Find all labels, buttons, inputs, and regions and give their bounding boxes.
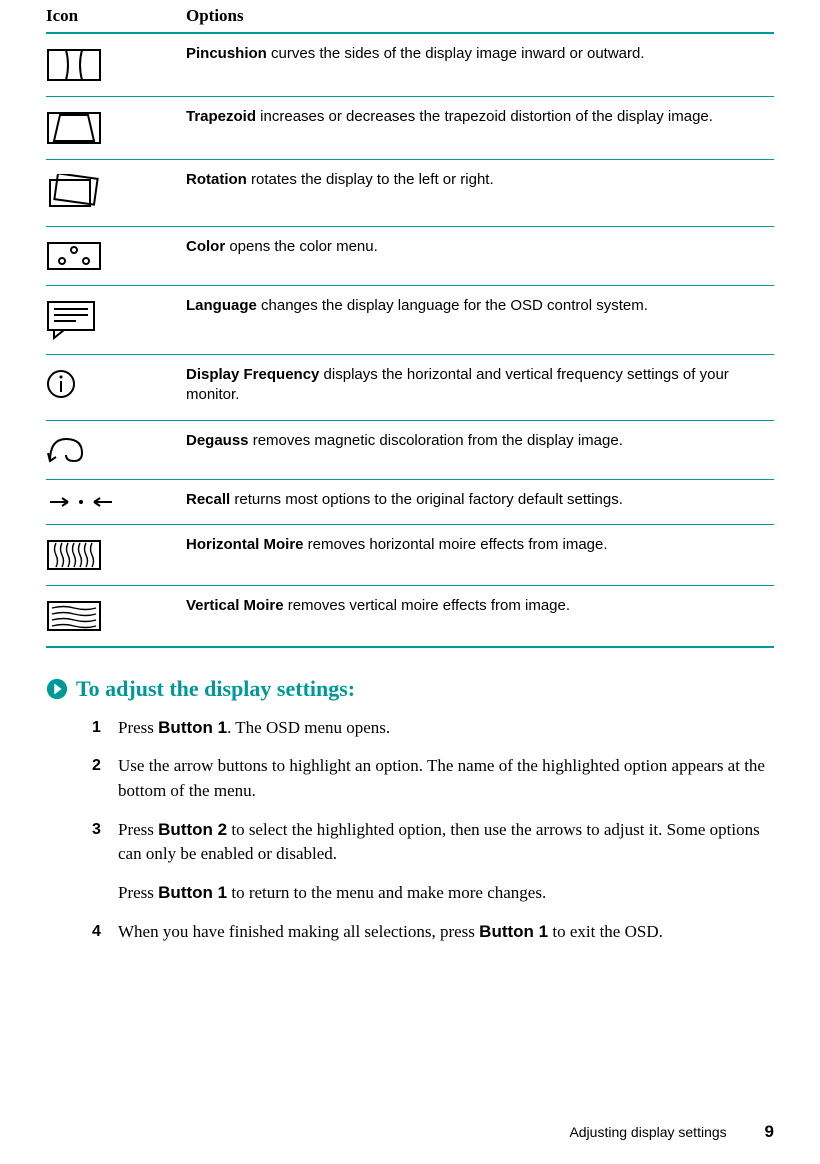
step-number: 2 xyxy=(92,754,118,803)
table-row: Pincushion curves the sides of the displ… xyxy=(46,33,774,97)
step-number: 4 xyxy=(92,920,118,945)
th-options: Options xyxy=(186,0,774,33)
step-note: Press Button 1 to return to the menu and… xyxy=(118,881,774,906)
section-title: To adjust the display settings: xyxy=(76,676,355,702)
step-number: 1 xyxy=(92,716,118,741)
step-body: Use the arrow buttons to highlight an op… xyxy=(118,754,774,803)
degauss-icon xyxy=(46,420,186,479)
pincushion-icon xyxy=(46,33,186,97)
trapezoid-icon xyxy=(46,97,186,160)
freq-icon xyxy=(46,355,186,421)
table-row: Rotation rotates the display to the left… xyxy=(46,160,774,227)
step-number: 3 xyxy=(92,818,118,867)
step: 3Press Button 2 to select the highlighte… xyxy=(92,818,774,867)
option-desc: Trapezoid increases or decreases the tra… xyxy=(186,97,774,160)
step: 2Use the arrow buttons to highlight an o… xyxy=(92,754,774,803)
footer: Adjusting display settings 9 xyxy=(569,1122,774,1142)
arrow-right-icon xyxy=(46,678,68,700)
hmoire-icon xyxy=(46,524,186,585)
section-heading: To adjust the display settings: xyxy=(46,676,774,702)
table-row: Language changes the display language fo… xyxy=(46,286,774,355)
page: Icon Options Pincushion curves the sides… xyxy=(0,0,820,1164)
option-desc: Degauss removes magnetic discoloration f… xyxy=(186,420,774,479)
options-table: Icon Options Pincushion curves the sides… xyxy=(46,0,774,648)
table-row: Recall returns most options to the origi… xyxy=(46,479,774,524)
rotation-icon xyxy=(46,160,186,227)
table-row: Vertical Moire removes vertical moire ef… xyxy=(46,585,774,647)
table-row: Degauss removes magnetic discoloration f… xyxy=(46,420,774,479)
option-desc: Vertical Moire removes vertical moire ef… xyxy=(186,585,774,647)
option-desc: Recall returns most options to the origi… xyxy=(186,479,774,524)
page-number: 9 xyxy=(765,1122,774,1141)
option-desc: Pincushion curves the sides of the displ… xyxy=(186,33,774,97)
th-icon: Icon xyxy=(46,0,186,33)
steps-list: 1Press Button 1. The OSD menu opens.2Use… xyxy=(92,716,774,944)
color-icon xyxy=(46,227,186,286)
step-body: Press Button 2 to select the highlighted… xyxy=(118,818,774,867)
table-row: Horizontal Moire removes horizontal moir… xyxy=(46,524,774,585)
option-desc: Rotation rotates the display to the left… xyxy=(186,160,774,227)
table-row: Trapezoid increases or decreases the tra… xyxy=(46,97,774,160)
option-desc: Color opens the color menu. xyxy=(186,227,774,286)
language-icon xyxy=(46,286,186,355)
table-row: Color opens the color menu. xyxy=(46,227,774,286)
option-desc: Horizontal Moire removes horizontal moir… xyxy=(186,524,774,585)
step: 1Press Button 1. The OSD menu opens. xyxy=(92,716,774,741)
recall-icon xyxy=(46,479,186,524)
step: 4When you have finished making all selec… xyxy=(92,920,774,945)
vmoire-icon xyxy=(46,585,186,647)
footer-label: Adjusting display settings xyxy=(569,1124,726,1140)
step-body: Press Button 1. The OSD menu opens. xyxy=(118,716,774,741)
table-row: Display Frequency displays the horizonta… xyxy=(46,355,774,421)
option-desc: Language changes the display language fo… xyxy=(186,286,774,355)
option-desc: Display Frequency displays the horizonta… xyxy=(186,355,774,421)
step-body: When you have finished making all select… xyxy=(118,920,774,945)
